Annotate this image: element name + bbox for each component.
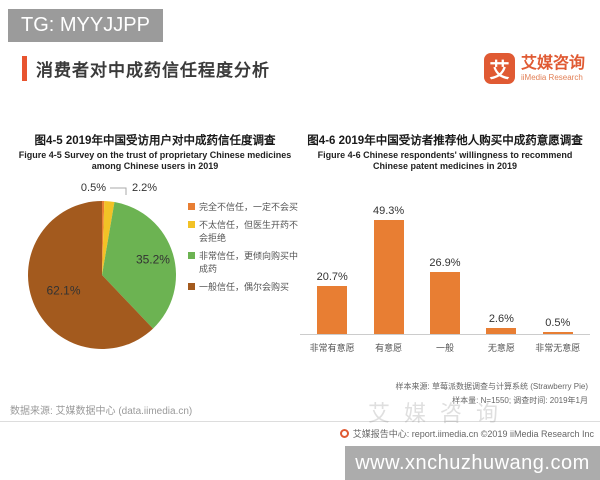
pie-slice xyxy=(102,201,176,329)
legend-label: 非常信任，更倾向购买中成药 xyxy=(199,250,299,274)
page-title: 消费者对中成药信任程度分析 xyxy=(36,61,270,80)
iimedia-logo-text: 艾媒咨询 iiMedia Research xyxy=(521,55,585,82)
pie-chart-area: 0.5% 2.2% 35.2% 62.1% 完全不信任，一定不会买 不太信任，但医生开… xyxy=(10,177,300,349)
bar-chart: 20.7% 49.3% 26.9% 2.6% 0.5% xyxy=(300,183,590,335)
bar xyxy=(486,327,517,334)
pie-value-label: 2.2% xyxy=(132,182,157,194)
pie-value-label: 0.5% xyxy=(81,182,106,194)
bar xyxy=(542,331,573,334)
bar-chart-subtitle: Figure 4-6 Chinese respondents' willingn… xyxy=(317,150,573,172)
bar-value-label: 0.5% xyxy=(545,316,571,329)
title-accent-bar xyxy=(22,56,27,81)
bar-column: 2.6% xyxy=(475,313,527,334)
bottom-url-bar: www.xnchuzhuwang.com xyxy=(345,446,600,480)
legend-label: 不太信任，但医生开药不会拒绝 xyxy=(199,219,299,243)
bar-value-label: 26.9% xyxy=(429,256,461,269)
pie-legend: 完全不信任，一定不会买 不太信任，但医生开药不会拒绝 非常信任，更倾向购买中成药… xyxy=(188,201,300,349)
pie-slice xyxy=(102,200,105,275)
logo-name-en: iiMedia Research xyxy=(520,72,583,82)
pie-leader-line xyxy=(110,187,127,195)
legend-label: 一般信任，偶尔会购买 xyxy=(199,281,290,292)
report-center-text: 艾媒报告中心: report.iimedia.cn ©2019 iiMedia … xyxy=(352,429,594,439)
legend-item: 一般信任，偶尔会购买 xyxy=(188,281,300,294)
iimedia-footer-logo-icon xyxy=(339,429,349,438)
bar-column: 26.9% xyxy=(419,257,471,334)
pie-chart: 0.5% 2.2% 35.2% 62.1% xyxy=(27,182,176,349)
bar-category-label: 无意愿 xyxy=(487,342,515,353)
pie-slice xyxy=(102,200,115,275)
bottom-url-text: www.xnchuzhuwang.com xyxy=(355,451,590,474)
logo-name-zh: 艾媒咨询 xyxy=(520,55,585,73)
legend-label: 完全不信任，一定不会买 xyxy=(199,201,299,212)
bar-category-label: 一般 xyxy=(435,342,454,353)
bar-chart-title: 图4-6 2019年中国受访者推荐他人购买中成药意愿调查 xyxy=(307,135,583,147)
legend-swatch-icon xyxy=(188,251,195,259)
legend-swatch-icon xyxy=(188,202,195,210)
bar-category-label: 非常无意愿 xyxy=(535,342,581,353)
legend-item: 非常信任，更倾向购买中成药 xyxy=(188,250,300,276)
bar-value-label: 49.3% xyxy=(372,205,405,218)
iimedia-logo-icon: 艾 xyxy=(483,53,515,84)
bar xyxy=(429,271,460,334)
pie-chart-subtitle: Figure 4-5 Survey on the trust of propri… xyxy=(18,150,292,172)
sample-notes: 样本来源: 草莓派数据调查与计算系统 (Strawberry Pie) 样本量:… xyxy=(300,380,590,409)
legend-item: 完全不信任，一定不会买 xyxy=(188,201,300,214)
sample-size-note: 样本量: N=1550; 调查时间: 2019年1月 xyxy=(452,395,588,405)
pie-chart-title: 图4-5 2019年中国受访用户对中成药信任度调查 xyxy=(34,135,276,147)
pie-slice xyxy=(27,200,153,349)
report-footer: 艾媒报告中心: report.iimedia.cn ©2019 iiMedia … xyxy=(339,427,594,440)
legend-swatch-icon xyxy=(188,220,195,228)
bar-value-label: 2.6% xyxy=(488,312,514,325)
bar-column: 0.5% xyxy=(532,317,584,334)
legend-swatch-icon xyxy=(188,282,195,290)
bar-chart-panel: 图4-6 2019年中国受访者推荐他人购买中成药意愿调查 Figure 4-6 … xyxy=(300,132,590,408)
footer-divider xyxy=(0,421,600,422)
bar-category-label: 有意愿 xyxy=(375,342,403,353)
bar xyxy=(317,285,348,334)
bar xyxy=(373,220,404,334)
pie-chart-panel: 图4-5 2019年中国受访用户对中成药信任度调查 Figure 4-5 Sur… xyxy=(10,132,300,408)
tg-badge: TG: MYYJJPP xyxy=(8,9,163,42)
bar-category-axis: 非常有意愿 有意愿 一般 无意愿 非常无意愿 xyxy=(300,341,590,354)
iimedia-logo: 艾 艾媒咨询 iiMedia Research xyxy=(483,53,585,84)
bar-category-label: 非常有意愿 xyxy=(309,342,355,353)
charts-row: 图4-5 2019年中国受访用户对中成药信任度调查 Figure 4-5 Sur… xyxy=(10,132,590,408)
pie-value-label: 62.1% xyxy=(47,283,81,297)
bar-column: 20.7% xyxy=(306,271,358,334)
data-source-line: 数据来源: 艾媒数据中心 (data.iimedia.cn) xyxy=(10,406,193,417)
legend-item: 不太信任，但医生开药不会拒绝 xyxy=(188,219,300,245)
pie-value-label: 35.2% xyxy=(136,252,170,266)
bar-column: 49.3% xyxy=(363,205,415,334)
page-header: 消费者对中成药信任程度分析 xyxy=(22,56,270,81)
sample-source-note: 样本来源: 草莓派数据调查与计算系统 (Strawberry Pie) xyxy=(395,381,588,391)
bar-value-label: 20.7% xyxy=(316,270,348,283)
